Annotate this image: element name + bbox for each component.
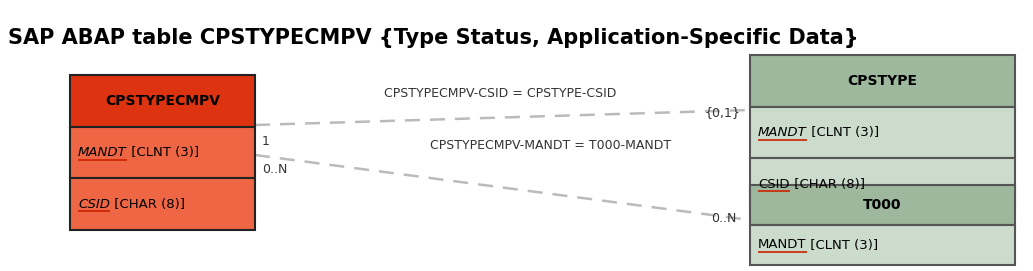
Text: T000: T000: [864, 198, 902, 212]
FancyBboxPatch shape: [750, 225, 1015, 265]
Text: MANDT [CLNT (3)]: MANDT [CLNT (3)]: [758, 126, 879, 139]
Text: MANDT: MANDT: [758, 126, 807, 139]
Text: 0..N: 0..N: [262, 163, 287, 176]
Text: 0..N: 0..N: [712, 211, 737, 224]
Text: [CLNT (3)]: [CLNT (3)]: [807, 126, 879, 139]
Text: MANDT [CLNT (3)]: MANDT [CLNT (3)]: [79, 146, 198, 159]
Text: 1: 1: [262, 135, 270, 148]
Text: CPSTYPECMPV-MANDT = T000-MANDT: CPSTYPECMPV-MANDT = T000-MANDT: [430, 139, 671, 152]
Text: [CLNT (3)]: [CLNT (3)]: [807, 238, 879, 251]
FancyBboxPatch shape: [70, 178, 255, 230]
Text: CPSTYPECMPV: CPSTYPECMPV: [105, 94, 220, 108]
Text: {0,1}: {0,1}: [705, 107, 740, 120]
Text: CPSTYPECMPV-CSID = CPSTYPE-CSID: CPSTYPECMPV-CSID = CPSTYPE-CSID: [384, 87, 617, 100]
FancyBboxPatch shape: [750, 107, 1015, 158]
FancyBboxPatch shape: [750, 158, 1015, 210]
Text: [CLNT (3)]: [CLNT (3)]: [127, 146, 199, 159]
Text: CSID [CHAR (8)]: CSID [CHAR (8)]: [758, 178, 865, 191]
Text: CSID: CSID: [79, 198, 109, 211]
FancyBboxPatch shape: [750, 185, 1015, 225]
Text: MANDT: MANDT: [79, 146, 127, 159]
FancyBboxPatch shape: [750, 55, 1015, 107]
Text: [CHAR (8)]: [CHAR (8)]: [789, 178, 865, 191]
Text: CPSTYPE: CPSTYPE: [847, 74, 917, 88]
Text: [CHAR (8)]: [CHAR (8)]: [109, 198, 185, 211]
Text: MANDT [CLNT (3)]: MANDT [CLNT (3)]: [758, 238, 879, 251]
FancyBboxPatch shape: [70, 75, 255, 127]
Text: SAP ABAP table CPSTYPECMPV {Type Status, Application-Specific Data}: SAP ABAP table CPSTYPECMPV {Type Status,…: [8, 28, 858, 48]
Text: MANDT: MANDT: [758, 238, 807, 251]
Text: CSID: CSID: [758, 178, 789, 191]
FancyBboxPatch shape: [70, 127, 255, 178]
Text: CSID [CHAR (8)]: CSID [CHAR (8)]: [79, 198, 185, 211]
